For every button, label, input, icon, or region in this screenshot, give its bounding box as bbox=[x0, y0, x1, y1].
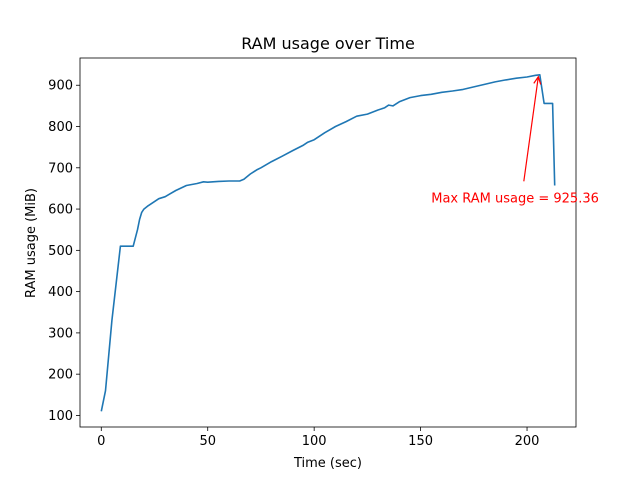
x-tick-label: 100 bbox=[302, 434, 327, 449]
chart-title: RAM usage over Time bbox=[241, 34, 415, 53]
annotation-arrow-head bbox=[533, 75, 542, 85]
y-tick-label: 200 bbox=[48, 368, 73, 383]
y-tick-label: 800 bbox=[48, 120, 73, 135]
annotation-arrow bbox=[523, 76, 539, 182]
y-tick-label: 300 bbox=[48, 326, 73, 341]
x-tick-label: 50 bbox=[199, 434, 216, 449]
x-axis-label: Time (sec) bbox=[293, 456, 362, 471]
y-axis-label: RAM usage (MiB) bbox=[24, 188, 39, 298]
y-tick-label: 600 bbox=[48, 203, 73, 218]
x-tick-label: 0 bbox=[97, 434, 105, 449]
y-tick-label: 400 bbox=[48, 285, 73, 300]
x-tick-label: 150 bbox=[408, 434, 433, 449]
annotation-text: Max RAM usage = 925.36 bbox=[431, 191, 599, 206]
y-tick-label: 700 bbox=[48, 161, 73, 176]
series-line-0 bbox=[100, 74, 556, 412]
plot-area: 0 50 100 150 200 100 200 300 400 500 600 700 800 900 M… bbox=[48, 57, 599, 449]
plot-frame bbox=[79, 57, 577, 428]
y-tick-label: 900 bbox=[48, 79, 73, 94]
y-tick-label: 500 bbox=[48, 244, 73, 259]
y-tick-label: 100 bbox=[48, 409, 73, 424]
x-tick-label: 200 bbox=[515, 434, 540, 449]
